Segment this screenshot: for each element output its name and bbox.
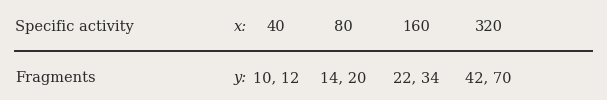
Text: Specific activity: Specific activity — [15, 20, 134, 34]
Text: 10, 12: 10, 12 — [253, 71, 299, 85]
Text: 14, 20: 14, 20 — [320, 71, 366, 85]
Text: 80: 80 — [334, 20, 352, 34]
Text: 40: 40 — [267, 20, 285, 34]
Text: 160: 160 — [402, 20, 430, 34]
Text: x:: x: — [234, 20, 247, 34]
Text: 42, 70: 42, 70 — [466, 71, 512, 85]
Text: 22, 34: 22, 34 — [393, 71, 439, 85]
Text: 320: 320 — [475, 20, 503, 34]
Text: Fragments: Fragments — [15, 71, 96, 85]
Text: y:: y: — [234, 71, 247, 85]
